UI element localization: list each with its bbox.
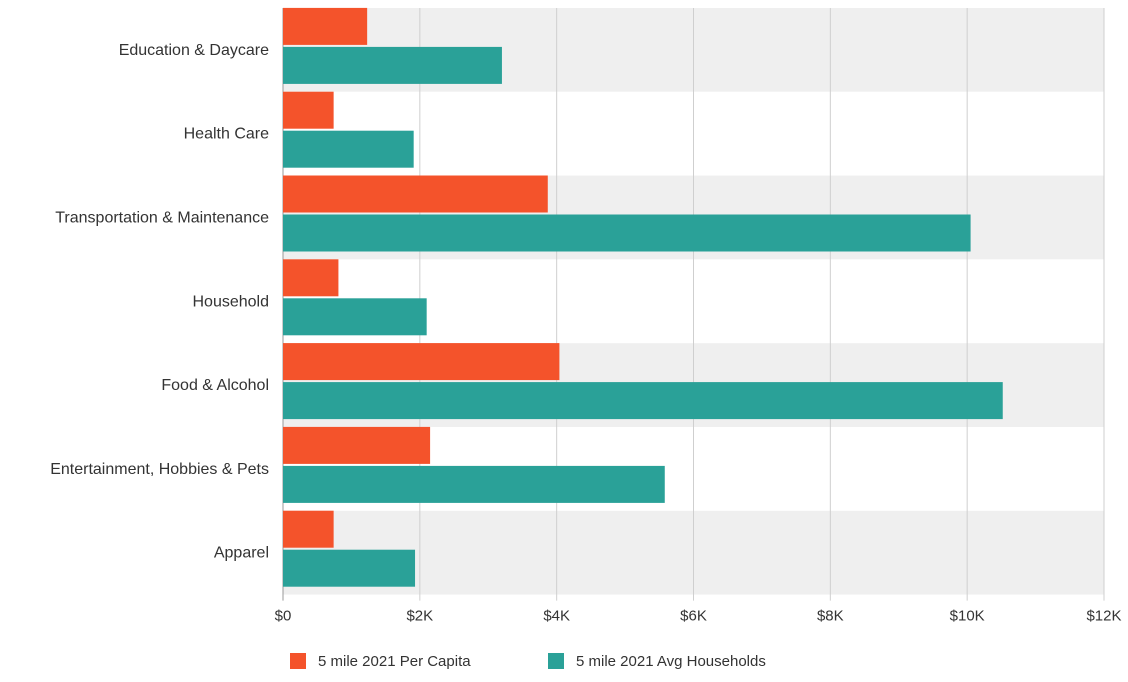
legend: 5 mile 2021 Per Capita 5 mile 2021 Avg Ho… <box>290 653 766 670</box>
category-labels: Education & Daycare Health Care Transporta… <box>50 42 269 562</box>
bars <box>283 7 1003 587</box>
bar-per-capita[interactable] <box>283 510 334 548</box>
x-tick-label: $10K <box>950 608 985 625</box>
category-label: Entertainment, Hobbies & Pets <box>50 461 269 478</box>
category-label: Health Care <box>184 126 269 143</box>
bar-avg-households[interactable] <box>283 382 1003 420</box>
legend-label[interactable]: 5 mile 2021 Avg Households <box>576 653 766 670</box>
x-axis-ticks: $0 $2K $4K $6K $8K $10K $12K <box>275 608 1122 625</box>
x-tick-label: $2K <box>406 608 433 625</box>
bar-per-capita[interactable] <box>283 426 431 464</box>
bar-per-capita[interactable] <box>283 7 368 45</box>
category-label: Education & Daycare <box>119 42 269 59</box>
bar-avg-households[interactable] <box>283 130 414 168</box>
x-tick-label: $6K <box>680 608 707 625</box>
bar-avg-households[interactable] <box>283 465 665 503</box>
bar-avg-households[interactable] <box>283 298 427 336</box>
category-label: Transportation & Maintenance <box>55 210 269 227</box>
category-label: Apparel <box>214 545 269 562</box>
category-label: Household <box>193 293 270 310</box>
bar-per-capita[interactable] <box>283 343 560 381</box>
legend-label[interactable]: 5 mile 2021 Per Capita <box>318 653 471 670</box>
x-tick-label: $0 <box>275 608 292 625</box>
bar-avg-households[interactable] <box>283 549 416 587</box>
x-tick-label: $4K <box>543 608 570 625</box>
x-tick-label: $12K <box>1086 608 1121 625</box>
bar-avg-households[interactable] <box>283 46 502 84</box>
bar-per-capita[interactable] <box>283 259 339 297</box>
bar-per-capita[interactable] <box>283 175 548 213</box>
legend-swatch[interactable] <box>548 653 564 669</box>
x-tick-label: $8K <box>817 608 844 625</box>
bar-avg-households[interactable] <box>283 214 971 252</box>
category-label: Food & Alcohol <box>161 377 269 394</box>
legend-swatch[interactable] <box>290 653 306 669</box>
bar-per-capita[interactable] <box>283 91 334 129</box>
